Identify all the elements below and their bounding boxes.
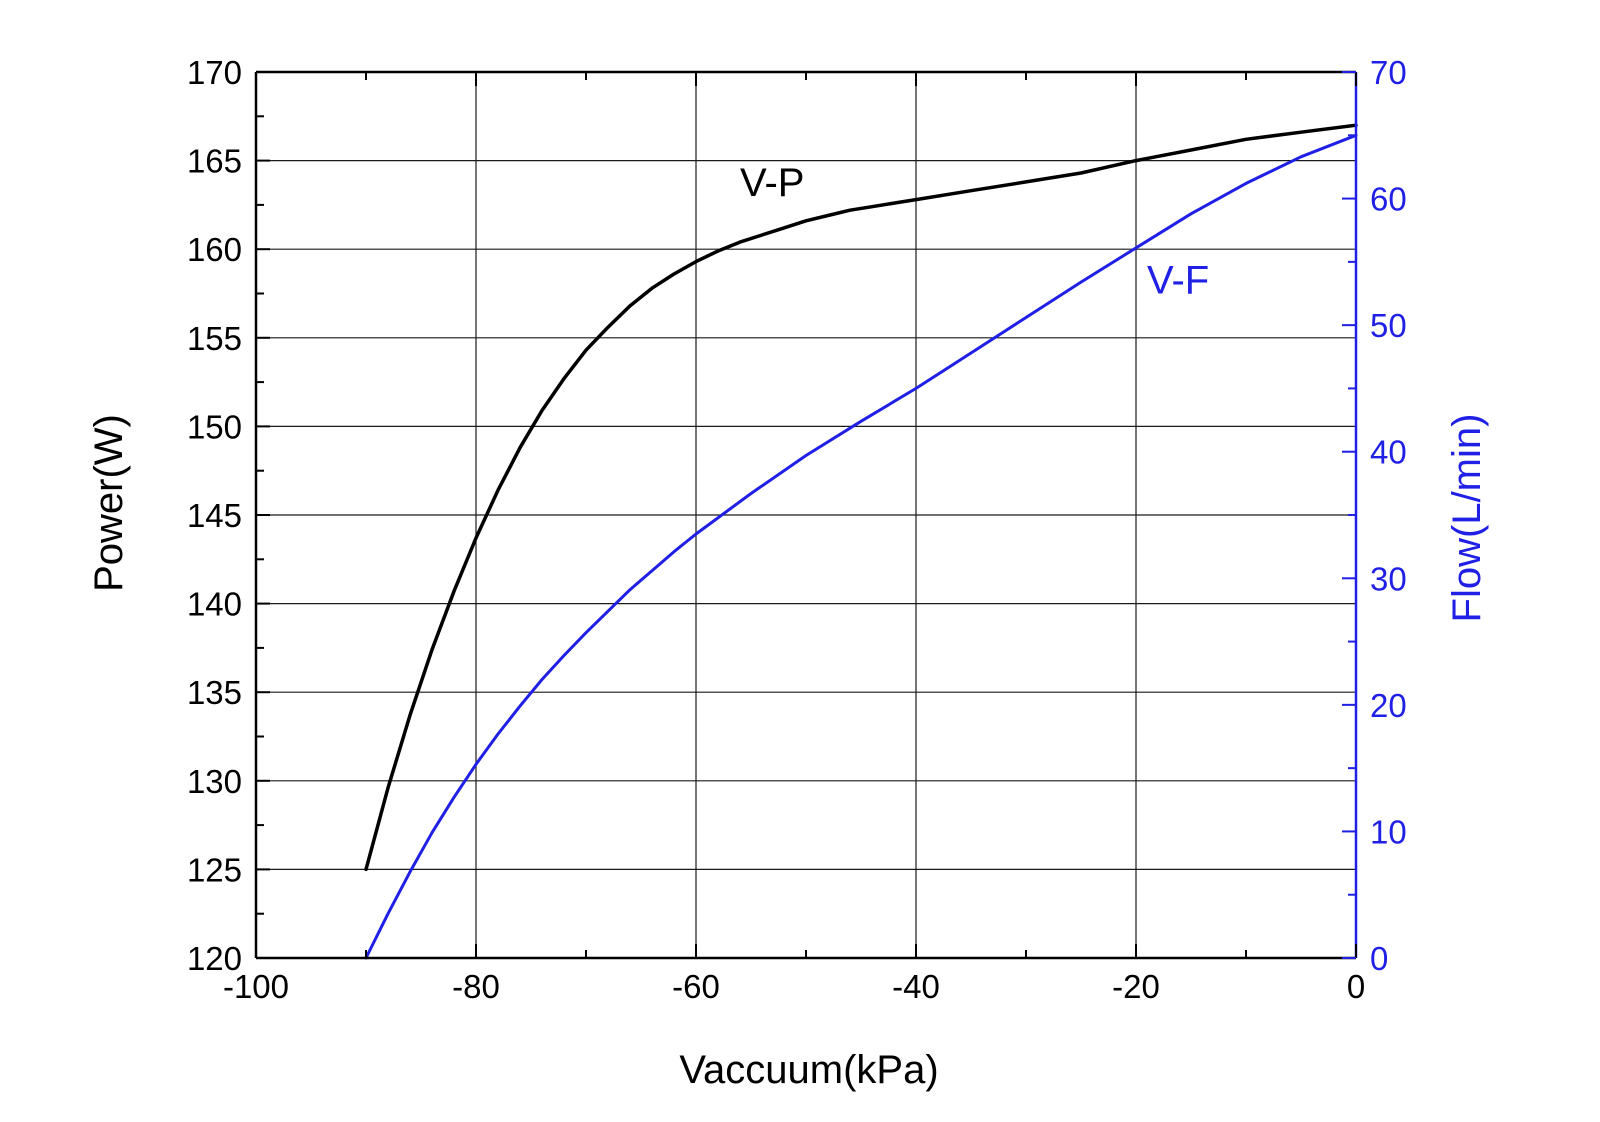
y-tick-label: 140 xyxy=(187,586,242,623)
y-tick-label: 120 xyxy=(187,940,242,977)
y2-tick-label: 30 xyxy=(1370,560,1407,597)
series-labels: V-P V-F xyxy=(740,161,1209,302)
series-line-v-p xyxy=(364,123,1358,872)
x-axis-title: Vaccuum(kPa) xyxy=(679,1048,938,1092)
y2-axis-title: Flow(L/min) xyxy=(1445,414,1489,623)
tick-labels: -100 -80 -60 -40 -20 0 120 125 130 135 140 145 150 15… xyxy=(187,54,1407,1005)
y-tick-label: 125 xyxy=(187,851,242,888)
y2-tick-label: 50 xyxy=(1370,307,1407,344)
y-tick-label: 150 xyxy=(187,408,242,445)
x-tick-label: -80 xyxy=(452,968,500,1005)
y2-tick-label: 10 xyxy=(1370,813,1407,850)
y-tick-label: 155 xyxy=(187,320,242,357)
y2-tick-label: 40 xyxy=(1370,434,1407,471)
series-line-v-f xyxy=(364,133,1358,960)
x-tick-label: 0 xyxy=(1347,968,1365,1005)
y2-tick-label: 70 xyxy=(1370,54,1407,91)
y2-tick-label: 0 xyxy=(1370,940,1388,977)
x-tick-label: -20 xyxy=(1112,968,1160,1005)
axes xyxy=(254,70,1358,960)
y-tick-label: 145 xyxy=(187,497,242,534)
grid xyxy=(256,72,1356,958)
series-label-v-f: V-F xyxy=(1147,259,1209,303)
y-tick-label: 160 xyxy=(187,231,242,268)
y-tick-label: 170 xyxy=(187,54,242,91)
y-axis-title: Power(W) xyxy=(87,414,131,592)
y2-tick-label: 20 xyxy=(1370,687,1407,724)
x-tick-label: -100 xyxy=(223,968,289,1005)
y-tick-label: 165 xyxy=(187,143,242,180)
series-lines xyxy=(364,123,1358,960)
y-tick-label: 130 xyxy=(187,763,242,800)
y2-tick-label: 60 xyxy=(1370,181,1407,218)
x-tick-label: -60 xyxy=(672,968,720,1005)
x-tick-label: -40 xyxy=(892,968,940,1005)
y-tick-label: 135 xyxy=(187,674,242,711)
series-label-v-p: V-P xyxy=(740,161,804,205)
